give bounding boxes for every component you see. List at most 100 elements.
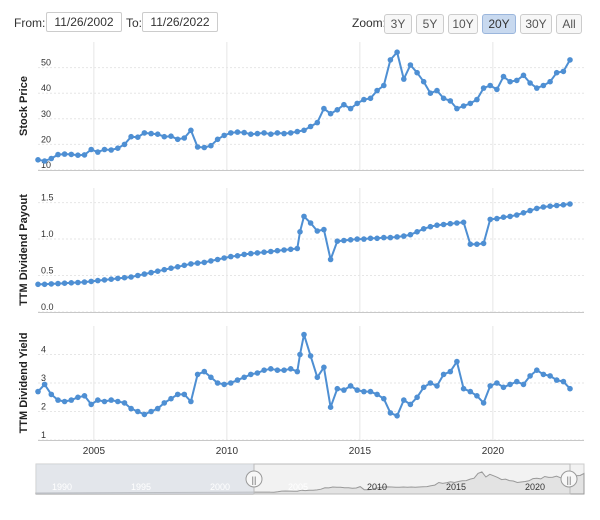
zoom-all-button[interactable]: All [556, 14, 582, 34]
data-point[interactable] [214, 256, 221, 263]
data-point[interactable] [75, 152, 81, 158]
data-point[interactable] [454, 105, 460, 112]
data-point[interactable] [221, 132, 227, 139]
data-point[interactable] [274, 247, 281, 254]
data-point[interactable] [307, 220, 314, 226]
data-point[interactable] [487, 82, 494, 89]
data-point[interactable] [553, 69, 560, 76]
data-point[interactable] [41, 158, 48, 164]
data-point[interactable] [427, 90, 434, 96]
data-point[interactable] [228, 130, 234, 136]
data-point[interactable] [268, 366, 274, 372]
data-point[interactable] [108, 147, 114, 153]
data-point[interactable] [81, 393, 88, 399]
data-point[interactable] [420, 384, 427, 391]
data-point[interactable] [520, 381, 527, 388]
data-point[interactable] [161, 133, 168, 140]
navigator-right-handle[interactable]: || [560, 470, 578, 488]
data-point[interactable] [88, 401, 94, 408]
data-point[interactable] [81, 152, 88, 158]
data-point[interactable] [334, 107, 341, 113]
data-point[interactable] [287, 246, 294, 253]
data-point[interactable] [214, 380, 221, 386]
data-point[interactable] [387, 57, 394, 63]
data-point[interactable] [108, 397, 114, 403]
data-point[interactable] [487, 216, 494, 223]
navigator-left-handle[interactable]: || [245, 470, 263, 488]
data-point[interactable] [347, 383, 354, 389]
data-point[interactable] [108, 276, 114, 283]
data-point[interactable] [327, 110, 334, 117]
data-point[interactable] [228, 380, 234, 386]
data-point[interactable] [474, 393, 480, 399]
data-point[interactable] [401, 76, 407, 82]
data-point[interactable] [394, 234, 400, 240]
data-point[interactable] [61, 398, 68, 405]
data-point[interactable] [261, 249, 267, 255]
data-point[interactable] [168, 395, 174, 402]
data-point[interactable] [181, 135, 188, 141]
data-point[interactable] [467, 388, 474, 395]
data-point[interactable] [101, 277, 108, 283]
data-point[interactable] [208, 374, 214, 381]
data-point[interactable] [61, 151, 68, 157]
data-point[interactable] [454, 358, 460, 365]
data-point[interactable] [234, 129, 241, 135]
data-point[interactable] [201, 144, 208, 151]
data-point[interactable] [434, 222, 440, 228]
data-point[interactable] [101, 146, 108, 153]
data-point[interactable] [407, 401, 414, 408]
data-point[interactable] [254, 250, 261, 256]
zoom-10y-button[interactable]: 10Y [448, 14, 478, 34]
data-point[interactable] [135, 134, 141, 140]
data-point[interactable] [514, 378, 520, 385]
data-point[interactable] [500, 73, 507, 80]
data-point[interactable] [301, 213, 307, 220]
data-point[interactable] [407, 231, 414, 238]
data-point[interactable] [474, 96, 480, 103]
data-point[interactable] [188, 261, 194, 267]
data-point[interactable] [553, 377, 560, 383]
data-point[interactable] [567, 57, 573, 63]
data-point[interactable] [154, 268, 161, 275]
data-point[interactable] [241, 374, 247, 381]
data-point[interactable] [135, 408, 141, 415]
data-point[interactable] [367, 235, 374, 242]
data-point[interactable] [121, 400, 128, 406]
data-point[interactable] [514, 212, 520, 218]
data-point[interactable] [161, 266, 168, 273]
data-point[interactable] [440, 221, 447, 228]
data-point[interactable] [487, 383, 494, 389]
data-point[interactable] [534, 85, 540, 91]
zoom-5y-button[interactable]: 5Y [416, 14, 444, 34]
data-point[interactable] [401, 233, 407, 239]
data-point[interactable] [307, 353, 314, 359]
data-point[interactable] [341, 387, 347, 393]
data-point[interactable] [494, 86, 500, 93]
data-point[interactable] [540, 204, 547, 210]
data-point[interactable] [540, 82, 547, 89]
data-point[interactable] [48, 281, 55, 287]
data-point[interactable] [234, 377, 241, 383]
data-point[interactable] [334, 385, 341, 392]
data-point[interactable] [201, 259, 208, 266]
data-point[interactable] [420, 226, 427, 232]
data-point[interactable] [221, 381, 227, 388]
data-point[interactable] [314, 374, 321, 381]
data-point[interactable] [334, 238, 341, 244]
data-point[interactable] [254, 370, 261, 376]
data-point[interactable] [268, 248, 274, 255]
data-point[interactable] [208, 258, 214, 264]
data-point[interactable] [261, 130, 267, 136]
data-point[interactable] [214, 136, 221, 143]
data-point[interactable] [387, 234, 394, 241]
data-point[interactable] [527, 207, 533, 214]
data-point[interactable] [241, 129, 247, 136]
data-point[interactable] [460, 385, 467, 392]
data-point[interactable] [181, 262, 188, 269]
data-point[interactable] [374, 87, 380, 94]
data-point[interactable] [374, 235, 380, 242]
data-point[interactable] [208, 142, 214, 149]
data-point[interactable] [75, 279, 81, 286]
data-point[interactable] [467, 100, 474, 107]
